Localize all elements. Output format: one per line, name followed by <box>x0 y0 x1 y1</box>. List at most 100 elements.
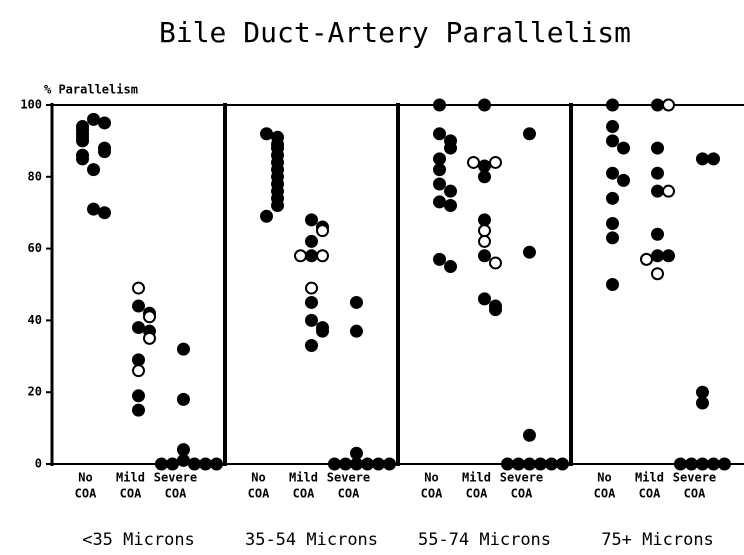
category-label: No <box>251 471 265 485</box>
filled-dot <box>617 173 631 187</box>
panel-label: <35 Microns <box>82 530 195 550</box>
open-dot <box>478 224 491 238</box>
category-label: COA <box>511 487 533 501</box>
filled-dot <box>717 457 731 471</box>
y-tick-label: 60 <box>28 241 42 255</box>
filled-dot <box>695 457 709 471</box>
category-label: COA <box>421 487 443 501</box>
filled-dot <box>617 141 631 155</box>
filled-dot <box>651 98 664 112</box>
category-label: Severe <box>327 471 370 485</box>
filled-dot <box>606 216 620 230</box>
panel-label: 35-54 Microns <box>245 530 378 550</box>
filled-dot <box>305 234 318 248</box>
filled-dot <box>606 134 620 148</box>
category-label: Severe <box>500 471 543 485</box>
filled-dot <box>360 457 374 471</box>
filled-dot <box>606 98 620 112</box>
open-dot <box>489 256 502 270</box>
category-label: COA <box>594 487 616 501</box>
filled-dot <box>433 195 447 209</box>
category-label: Mild <box>116 471 145 485</box>
open-dot <box>640 252 653 266</box>
category-label: COA <box>248 487 270 501</box>
filled-dot <box>606 191 620 205</box>
filled-dot <box>606 120 620 134</box>
filled-dot <box>478 292 491 306</box>
filled-dot <box>305 213 318 227</box>
filled-dot <box>662 249 675 263</box>
filled-dot <box>555 457 569 471</box>
filled-dot <box>478 249 491 263</box>
filled-dot <box>651 141 664 155</box>
y-tick-label: 100 <box>20 98 42 112</box>
filled-dot <box>154 457 168 471</box>
open-dot <box>132 281 145 295</box>
filled-dot <box>327 457 341 471</box>
category-label: Mild <box>289 471 318 485</box>
category-label: Severe <box>673 471 716 485</box>
filled-dot <box>87 112 101 126</box>
filled-dot <box>260 127 274 141</box>
filled-dot <box>478 170 491 184</box>
filled-dot <box>176 453 190 467</box>
open-dot <box>294 249 307 263</box>
filled-dot <box>478 98 491 112</box>
category-label: COA <box>684 487 706 501</box>
category-label: COA <box>165 487 187 501</box>
category-label: COA <box>293 487 315 501</box>
filled-dot <box>382 457 396 471</box>
filled-dot <box>76 152 90 166</box>
filled-dot <box>305 313 318 327</box>
chart-title: Bile Duct-Artery Parallelism <box>159 16 631 49</box>
y-axis-label: % Parallelism <box>44 83 138 97</box>
category-label: COA <box>639 487 661 501</box>
filled-dot <box>338 457 352 471</box>
filled-dot <box>176 443 190 457</box>
filled-dot <box>98 116 112 130</box>
filled-dot <box>433 98 447 112</box>
filled-dot <box>132 389 145 403</box>
filled-dot <box>209 457 223 471</box>
filled-dot <box>706 152 720 166</box>
filled-dot <box>187 457 201 471</box>
filled-dot <box>76 134 90 148</box>
filled-dot <box>606 166 620 180</box>
category-label: COA <box>120 487 142 501</box>
filled-dot <box>544 457 558 471</box>
filled-dot <box>695 396 709 410</box>
filled-dot <box>522 428 536 442</box>
category-label: Severe <box>154 471 197 485</box>
filled-dot <box>132 299 145 313</box>
open-dot <box>316 249 329 263</box>
filled-dot <box>684 457 698 471</box>
filled-dot <box>606 278 620 291</box>
open-dot <box>662 98 675 112</box>
category-label: Mild <box>462 471 491 485</box>
filled-dot <box>198 457 212 471</box>
filled-dot <box>433 127 447 141</box>
filled-dot <box>478 159 491 173</box>
filled-dot <box>349 457 363 471</box>
y-tick-label: 0 <box>35 457 42 471</box>
filled-dot <box>132 403 145 417</box>
filled-dot <box>606 231 620 245</box>
filled-dot <box>706 457 720 471</box>
filled-dot <box>349 446 363 460</box>
filled-dot <box>444 141 458 155</box>
filled-dot <box>444 199 458 213</box>
filled-dot <box>444 260 458 274</box>
category-label: COA <box>338 487 360 501</box>
filled-dot <box>673 457 687 471</box>
category-label: No <box>78 471 92 485</box>
filled-dot <box>176 392 190 406</box>
open-dot <box>662 184 675 198</box>
filled-dot <box>87 163 101 177</box>
open-dot <box>143 310 156 324</box>
filled-dot <box>651 227 664 241</box>
filled-dot <box>695 152 709 166</box>
filled-dot <box>305 295 318 309</box>
open-dot <box>651 267 664 281</box>
category-label: No <box>424 471 438 485</box>
filled-dot <box>371 457 385 471</box>
